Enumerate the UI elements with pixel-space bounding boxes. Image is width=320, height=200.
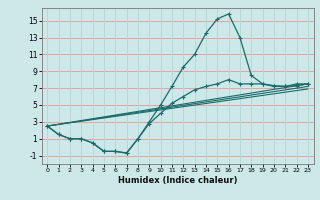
X-axis label: Humidex (Indice chaleur): Humidex (Indice chaleur) xyxy=(118,176,237,185)
